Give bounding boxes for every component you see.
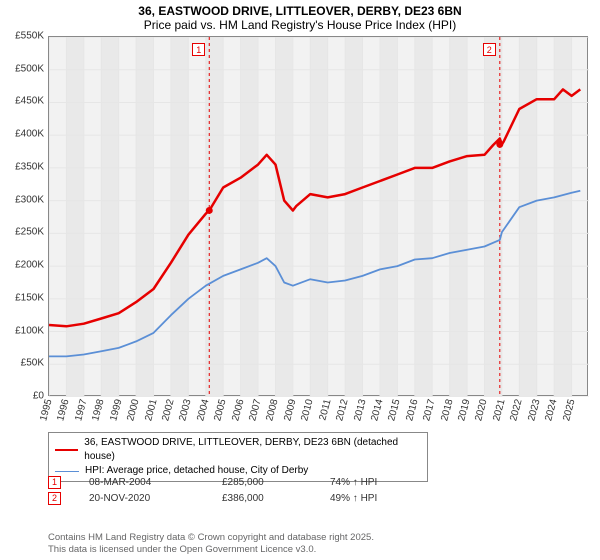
footer: Contains HM Land Registry data © Crown c… <box>48 532 374 556</box>
marker-badge: 2 <box>483 43 496 56</box>
x-tick-label: 2023 <box>526 398 542 422</box>
x-tick-label: 2007 <box>247 398 263 422</box>
x-tick-label: 2011 <box>317 398 333 422</box>
legend-item: 36, EASTWOOD DRIVE, LITTLEOVER, DERBY, D… <box>55 436 421 464</box>
legend-swatch <box>55 449 78 451</box>
x-tick-label: 2003 <box>178 398 194 422</box>
x-tick-label: 2009 <box>282 398 298 422</box>
x-tick-label: 2020 <box>474 398 490 422</box>
x-tick-label: 1997 <box>73 398 89 422</box>
x-tick-label: 1999 <box>108 398 124 422</box>
x-tick-label: 2018 <box>439 398 455 422</box>
marker-date: 20-NOV-2020 <box>89 493 194 504</box>
marker-badge: 1 <box>192 43 205 56</box>
y-tick-label: £100K <box>15 325 44 336</box>
x-tick-label: 2022 <box>509 398 525 422</box>
y-tick-label: £300K <box>15 194 44 205</box>
x-axis: 1995199619971998199920002001200220032004… <box>48 398 588 430</box>
marker-row: 1 08-MAR-2004 £285,000 74% ↑ HPI <box>48 474 588 490</box>
y-tick-label: £400K <box>15 129 44 140</box>
marker-date: 08-MAR-2004 <box>89 477 194 488</box>
x-tick-label: 2014 <box>369 398 385 422</box>
y-tick-label: £50K <box>21 358 44 369</box>
chart-title: 36, EASTWOOD DRIVE, LITTLEOVER, DERBY, D… <box>0 0 600 18</box>
footer-line2: This data is licensed under the Open Gov… <box>48 544 374 556</box>
marker-row: 2 20-NOV-2020 £386,000 49% ↑ HPI <box>48 490 588 506</box>
x-tick-label: 2001 <box>143 398 159 422</box>
marker-row-badge: 1 <box>48 476 61 489</box>
y-tick-label: £350K <box>15 161 44 172</box>
x-tick-label: 1996 <box>56 398 72 422</box>
legend-label: 36, EASTWOOD DRIVE, LITTLEOVER, DERBY, D… <box>84 436 421 464</box>
legend-swatch <box>55 471 79 472</box>
x-tick-label: 2021 <box>491 398 507 422</box>
y-tick-label: £250K <box>15 227 44 238</box>
footer-line1: Contains HM Land Registry data © Crown c… <box>48 532 374 544</box>
x-tick-label: 2005 <box>212 398 228 422</box>
x-tick-label: 2008 <box>265 398 281 422</box>
chart-svg <box>49 37 589 397</box>
marker-price: £285,000 <box>222 477 302 488</box>
y-tick-label: £500K <box>15 63 44 74</box>
y-tick-label: £150K <box>15 292 44 303</box>
y-axis: £0£50K£100K£150K£200K£250K£300K£350K£400… <box>0 36 46 396</box>
x-tick-label: 2024 <box>543 398 559 422</box>
plot-area: 12 <box>48 36 588 396</box>
x-tick-label: 2010 <box>300 398 316 422</box>
x-tick-label: 2004 <box>195 398 211 422</box>
x-tick-label: 2013 <box>352 398 368 422</box>
x-tick-label: 2015 <box>387 398 403 422</box>
x-tick-label: 2002 <box>160 398 176 422</box>
x-tick-label: 2000 <box>125 398 141 422</box>
y-tick-label: £450K <box>15 96 44 107</box>
x-tick-label: 2025 <box>561 398 577 422</box>
x-tick-label: 1998 <box>90 398 106 422</box>
x-tick-label: 2012 <box>334 398 350 422</box>
x-tick-label: 2017 <box>421 398 437 422</box>
y-tick-label: £200K <box>15 260 44 271</box>
marker-delta: 49% ↑ HPI <box>330 493 430 504</box>
x-tick-label: 2019 <box>456 398 472 422</box>
marker-row-badge: 2 <box>48 492 61 505</box>
x-tick-label: 1995 <box>38 398 54 422</box>
x-tick-label: 2006 <box>230 398 246 422</box>
marker-price: £386,000 <box>222 493 302 504</box>
marker-table: 1 08-MAR-2004 £285,000 74% ↑ HPI 2 20-NOV-202… <box>48 474 588 506</box>
chart-subtitle: Price paid vs. HM Land Registry's House … <box>0 18 600 32</box>
x-tick-label: 2016 <box>404 398 420 422</box>
marker-delta: 74% ↑ HPI <box>330 477 430 488</box>
y-tick-label: £550K <box>15 31 44 42</box>
